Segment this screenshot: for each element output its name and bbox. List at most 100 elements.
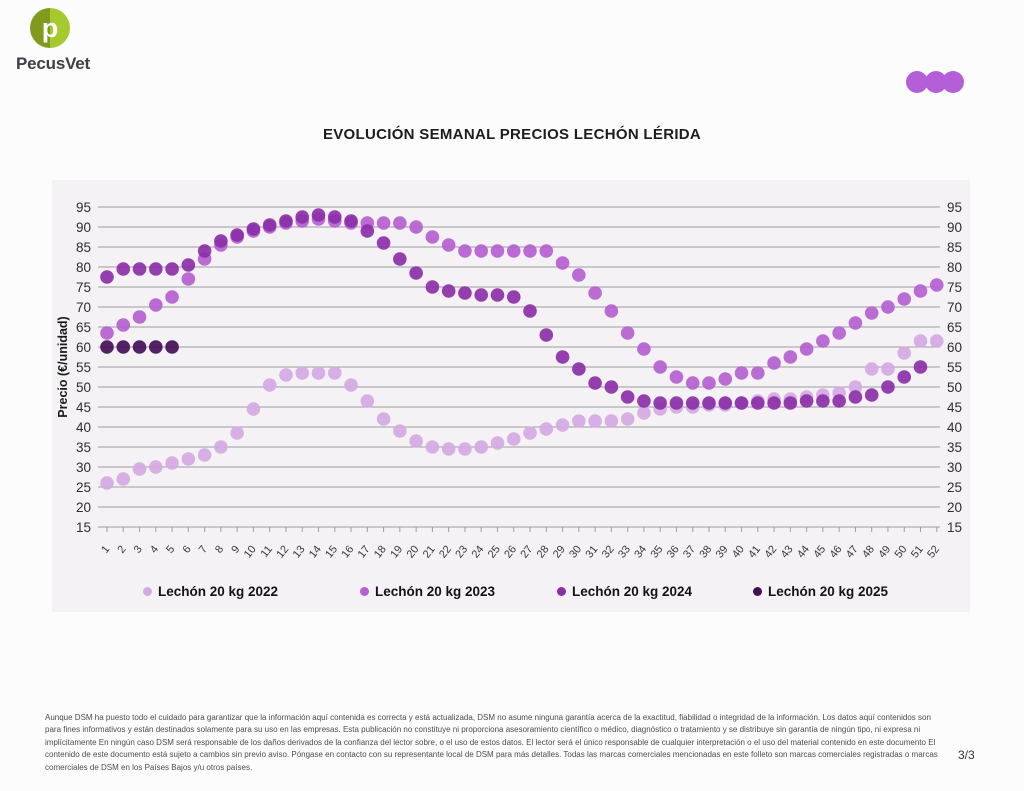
data-point — [409, 434, 423, 448]
x-axis-week-label: 5 — [164, 543, 177, 555]
x-axis-week-label: 25 — [486, 543, 503, 560]
data-point — [376, 236, 391, 250]
x-axis-week-label: 1 — [99, 543, 112, 555]
y-axis-tick-right: 70 — [947, 300, 962, 315]
x-axis-week-label: 48 — [860, 543, 877, 560]
data-point — [344, 378, 358, 392]
data-point — [767, 356, 781, 370]
x-axis-week-label: 52 — [925, 543, 942, 560]
data-point — [344, 214, 358, 228]
data-point — [279, 214, 293, 228]
legend-item: Lechón 20 kg 2022 — [143, 584, 278, 599]
data-point — [214, 234, 228, 248]
y-axis-tick-right: 65 — [947, 320, 962, 335]
data-point — [913, 334, 928, 348]
header-dots-icon — [906, 71, 964, 93]
data-point — [604, 380, 619, 394]
x-axis-week-label: 18 — [372, 543, 389, 560]
data-point — [230, 228, 244, 242]
brand-logo: p PecusVet — [16, 6, 136, 74]
data-point — [458, 244, 472, 258]
x-axis-week-label: 32 — [600, 543, 617, 560]
x-axis-week-label: 37 — [681, 543, 698, 560]
data-point — [881, 362, 895, 376]
data-point — [409, 220, 423, 234]
x-axis-week-label: 36 — [665, 543, 682, 560]
data-point — [490, 244, 505, 258]
data-point — [637, 394, 651, 408]
data-point — [458, 442, 472, 456]
data-point — [474, 440, 489, 454]
data-point — [783, 396, 798, 410]
y-axis-tick-left: 45 — [76, 400, 91, 415]
y-axis-tick-left: 55 — [76, 360, 91, 375]
y-axis-tick-right: 15 — [947, 520, 962, 535]
data-point — [165, 290, 179, 304]
data-point — [327, 366, 342, 380]
x-axis-week-label: 39 — [714, 543, 731, 560]
x-axis-week-label: 8 — [213, 543, 226, 555]
data-point — [181, 452, 196, 466]
data-point — [425, 280, 440, 294]
data-point — [100, 270, 114, 284]
data-point — [246, 222, 261, 236]
y-axis-tick-left: 75 — [76, 280, 91, 295]
y-axis-tick-right: 90 — [947, 220, 962, 235]
x-axis-week-label: 15 — [323, 543, 340, 560]
data-point — [506, 244, 521, 258]
x-axis-week-label: 21 — [421, 543, 438, 560]
data-point — [311, 208, 326, 222]
data-point — [913, 360, 928, 374]
data-point — [490, 288, 505, 302]
data-point — [425, 230, 440, 244]
y-axis-tick-right: 80 — [947, 260, 962, 275]
y-axis-tick-right: 30 — [947, 460, 962, 475]
data-point — [539, 422, 554, 436]
y-axis-tick-left: 20 — [76, 500, 91, 515]
data-point — [799, 394, 814, 408]
data-point — [832, 394, 846, 408]
data-point — [620, 326, 635, 340]
page-number: 3/3 — [958, 748, 975, 762]
y-axis-tick-left: 40 — [76, 420, 91, 435]
chart-legend: Lechón 20 kg 2022 Lechón 20 kg 2023 Lechón… — [55, 584, 967, 606]
x-axis-week-label: 41 — [746, 543, 763, 560]
data-point — [100, 326, 114, 340]
x-axis-week-label: 26 — [502, 543, 519, 560]
data-point — [100, 476, 114, 490]
data-point — [848, 390, 863, 404]
data-point — [132, 262, 147, 276]
y-axis-tick-right: 35 — [947, 440, 962, 455]
y-axis-tick-left: 60 — [76, 340, 91, 355]
x-axis-week-label: 12 — [274, 543, 291, 560]
pecusvet-logo-icon: p — [30, 8, 70, 48]
x-axis-week-label: 30 — [567, 543, 584, 560]
y-axis-tick-right: 40 — [947, 420, 962, 435]
data-point — [523, 304, 537, 318]
data-point — [572, 362, 586, 376]
data-point — [555, 350, 570, 364]
data-point — [490, 436, 505, 450]
data-point — [279, 368, 293, 382]
x-axis-week-label: 4 — [148, 543, 161, 555]
legend-label: Lechón 20 kg 2025 — [768, 584, 889, 599]
data-point — [441, 284, 456, 298]
svg-text:p: p — [42, 13, 59, 43]
data-point — [230, 426, 244, 440]
y-axis-tick-right: 95 — [947, 200, 962, 215]
y-axis-tick-left: 85 — [76, 240, 91, 255]
disclaimer-text: Aunque DSM ha puesto todo el cuidado par… — [45, 713, 938, 772]
y-axis-tick-left: 35 — [76, 440, 91, 455]
x-axis-week-label: 23 — [453, 543, 470, 560]
y-axis-tick-left: 90 — [76, 220, 91, 235]
data-point — [214, 440, 228, 454]
x-axis-week-label: 33 — [616, 543, 633, 560]
x-axis-week-label: 45 — [811, 543, 828, 560]
data-point — [669, 370, 684, 384]
data-point — [653, 360, 667, 374]
y-axis-tick-right: 20 — [947, 500, 962, 515]
data-point — [881, 300, 895, 314]
data-point — [474, 288, 489, 302]
y-axis-tick-right: 25 — [947, 480, 962, 495]
